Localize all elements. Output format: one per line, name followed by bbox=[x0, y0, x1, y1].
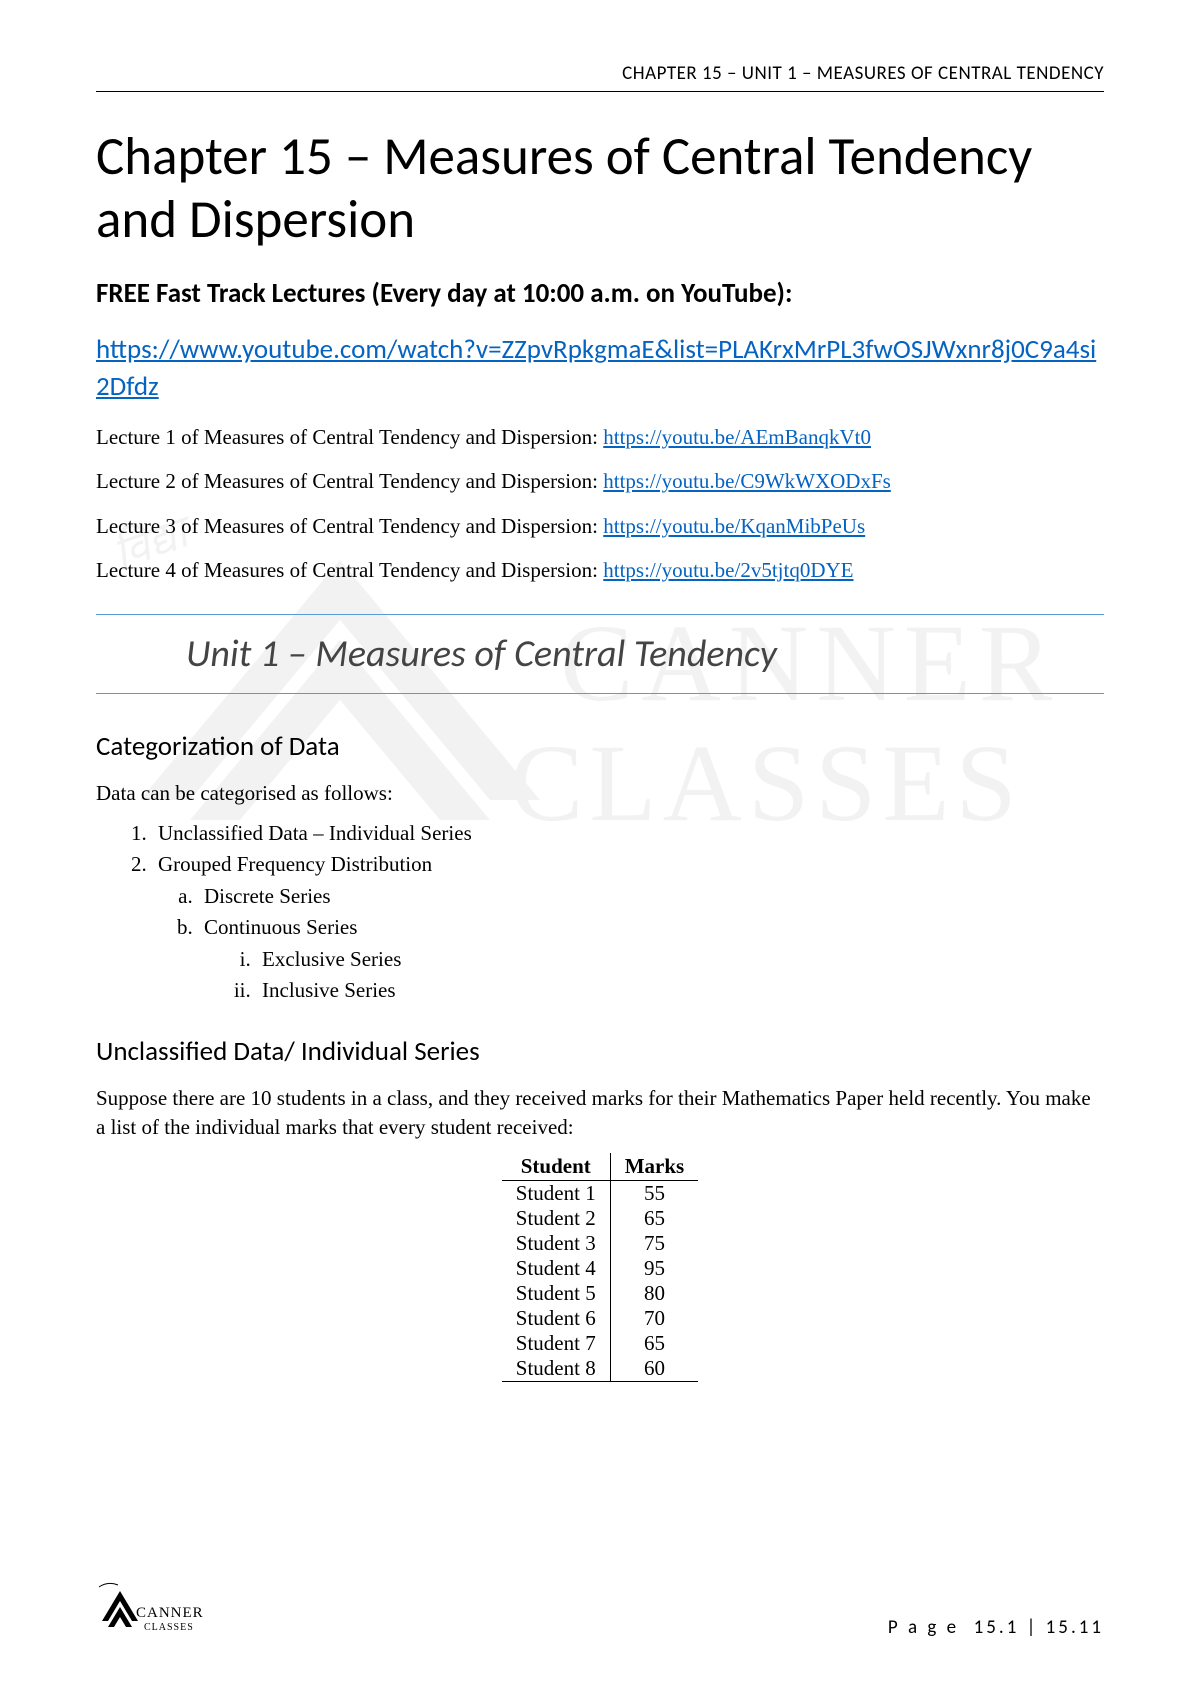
playlist-link[interactable]: https://www.youtube.com/watch?v=ZZpvRpkg… bbox=[96, 332, 1104, 405]
cell-student: Student 2 bbox=[502, 1206, 610, 1231]
table-row: Student 860 bbox=[502, 1356, 698, 1382]
cell-student: Student 5 bbox=[502, 1281, 610, 1306]
svg-text:CLASSES: CLASSES bbox=[144, 1622, 194, 1633]
lecture-label: Lecture 3 of Measures of Central Tendenc… bbox=[96, 514, 603, 538]
header-divider bbox=[96, 91, 1104, 92]
list-item-label: Grouped Frequency Distribution bbox=[158, 852, 432, 876]
cell-student: Student 6 bbox=[502, 1306, 610, 1331]
page-label: P a g e bbox=[888, 1616, 959, 1639]
lecture-line: Lecture 3 of Measures of Central Tendenc… bbox=[96, 512, 1104, 541]
unit-heading-box: Unit 1 – Measures of Central Tendency bbox=[96, 614, 1104, 694]
marks-table: Student Marks Student 155Student 265Stud… bbox=[502, 1153, 698, 1382]
cell-student: Student 7 bbox=[502, 1331, 610, 1356]
list-item: Inclusive Series bbox=[256, 975, 1104, 1007]
section-categorization-heading: Categorization of Data bbox=[96, 730, 1104, 763]
lecture-link[interactable]: https://youtu.be/KqanMibPeUs bbox=[603, 514, 865, 538]
lecture-label: Lecture 4 of Measures of Central Tendenc… bbox=[96, 558, 603, 582]
page-header: CHAPTER 15 – UNIT 1 – MEASURES OF CENTRA… bbox=[96, 62, 1104, 91]
cell-student: Student 3 bbox=[502, 1231, 610, 1256]
list-item: Unclassified Data – Individual Series bbox=[152, 818, 1104, 850]
cell-marks: 70 bbox=[610, 1306, 698, 1331]
list-item: Continuous Series Exclusive Series Inclu… bbox=[198, 912, 1104, 1007]
footer-logo: CANNER CLASSES bbox=[96, 1577, 206, 1639]
svg-text:CANNER: CANNER bbox=[136, 1605, 204, 1621]
table-row: Student 265 bbox=[502, 1206, 698, 1231]
fast-track-heading: FREE Fast Track Lectures (Every day at 1… bbox=[96, 277, 1104, 310]
lecture-line: Lecture 4 of Measures of Central Tendenc… bbox=[96, 556, 1104, 585]
list-item: Exclusive Series bbox=[256, 944, 1104, 976]
lecture-link[interactable]: https://youtu.be/2v5tjtq0DYE bbox=[603, 558, 853, 582]
cell-marks: 55 bbox=[610, 1180, 698, 1206]
table-row: Student 495 bbox=[502, 1256, 698, 1281]
table-row: Student 375 bbox=[502, 1231, 698, 1256]
table-row: Student 155 bbox=[502, 1180, 698, 1206]
section-unclassified-heading: Unclassified Data/ Individual Series bbox=[96, 1035, 1104, 1068]
cell-marks: 65 bbox=[610, 1331, 698, 1356]
lecture-label: Lecture 1 of Measures of Central Tendenc… bbox=[96, 425, 603, 449]
unclassified-paragraph: Suppose there are 10 students in a class… bbox=[96, 1084, 1104, 1143]
categorization-intro: Data can be categorised as follows: bbox=[96, 779, 1104, 808]
unit-title: Unit 1 – Measures of Central Tendency bbox=[186, 631, 777, 677]
chapter-title: Chapter 15 – Measures of Central Tendenc… bbox=[96, 126, 1104, 251]
cell-student: Student 4 bbox=[502, 1256, 610, 1281]
lecture-link[interactable]: https://youtu.be/AEmBanqkVt0 bbox=[603, 425, 871, 449]
cell-marks: 95 bbox=[610, 1256, 698, 1281]
list-item-label: Continuous Series bbox=[204, 915, 357, 939]
table-header-student: Student bbox=[502, 1153, 610, 1181]
page-num-value: 15.1 | 15.11 bbox=[974, 1616, 1104, 1639]
list-item: Discrete Series bbox=[198, 881, 1104, 913]
cell-marks: 60 bbox=[610, 1356, 698, 1382]
page-number: P a g e 15.1 | 15.11 bbox=[888, 1616, 1104, 1639]
cell-marks: 75 bbox=[610, 1231, 698, 1256]
cell-marks: 65 bbox=[610, 1206, 698, 1231]
table-header-marks: Marks bbox=[610, 1153, 698, 1181]
lecture-link[interactable]: https://youtu.be/C9WkWXODxFs bbox=[603, 469, 891, 493]
table-row: Student 580 bbox=[502, 1281, 698, 1306]
list-item: Grouped Frequency Distribution Discrete … bbox=[152, 849, 1104, 1007]
cell-marks: 80 bbox=[610, 1281, 698, 1306]
categorization-list: Unclassified Data – Individual Series Gr… bbox=[96, 818, 1104, 1007]
lecture-label: Lecture 2 of Measures of Central Tendenc… bbox=[96, 469, 603, 493]
cell-student: Student 8 bbox=[502, 1356, 610, 1382]
lecture-line: Lecture 1 of Measures of Central Tendenc… bbox=[96, 423, 1104, 452]
table-row: Student 765 bbox=[502, 1331, 698, 1356]
lecture-line: Lecture 2 of Measures of Central Tendenc… bbox=[96, 467, 1104, 496]
cell-student: Student 1 bbox=[502, 1180, 610, 1206]
table-row: Student 670 bbox=[502, 1306, 698, 1331]
